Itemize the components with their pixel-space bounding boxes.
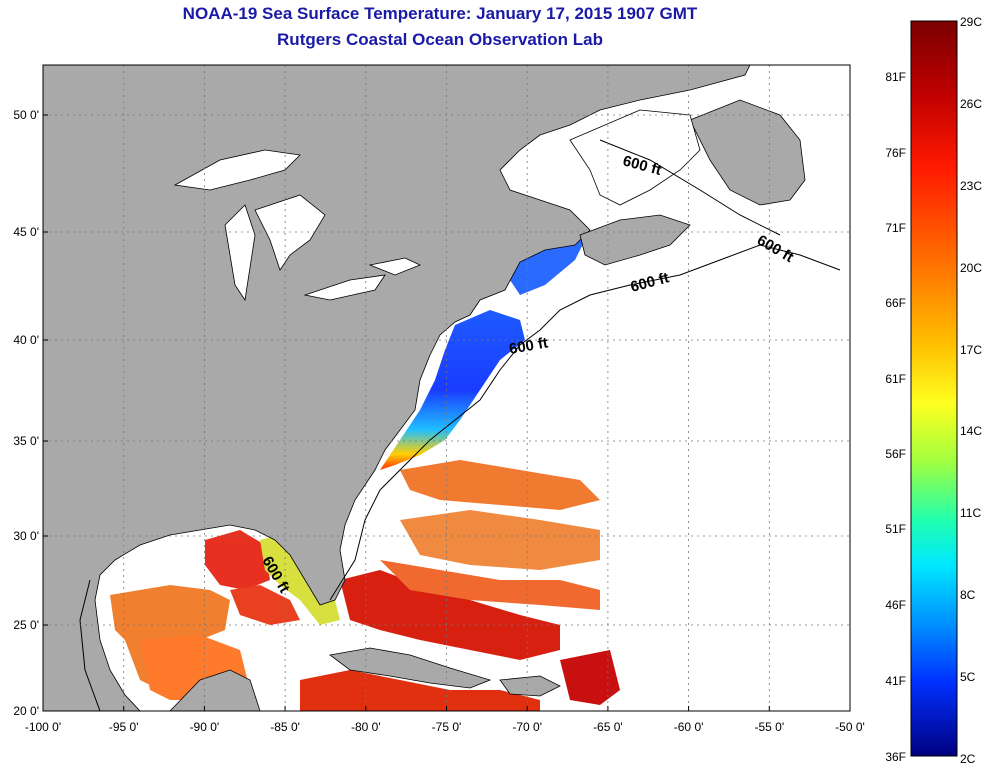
- colorbar-celsius-label: 23C: [960, 179, 982, 193]
- y-tick-label: 35 0': [13, 434, 39, 448]
- colorbar-labels: 29C 26C 23C 20C 17C 14C 11C 8C 5C 2C 81F 76F 71F 66F 6…: [885, 15, 982, 766]
- y-tick-label: 50 0': [13, 108, 39, 122]
- colorbar-celsius-label: 20C: [960, 261, 982, 275]
- y-tick-label: 25 0': [13, 618, 39, 632]
- x-tick-label: -65 0': [593, 720, 623, 734]
- x-tick-label: -90 0': [190, 720, 220, 734]
- x-tick-label: -50 0': [835, 720, 865, 734]
- colorbar-celsius-label: 29C: [960, 15, 982, 29]
- x-tick-label: -100 0': [25, 720, 61, 734]
- x-tick-label: -85 0': [270, 720, 300, 734]
- x-tick-label: -60 0': [674, 720, 704, 734]
- colorbar: [910, 20, 958, 757]
- colorbar-celsius-label: 2C: [960, 752, 976, 766]
- y-tick-label: 40 0': [13, 333, 39, 347]
- colorbar-fahrenheit-label: 41F: [885, 674, 906, 688]
- colorbar-fahrenheit-label: 76F: [885, 146, 906, 160]
- colorbar-celsius-label: 17C: [960, 343, 982, 357]
- x-tick-label: -75 0': [432, 720, 462, 734]
- colorbar-fahrenheit-label: 61F: [885, 372, 906, 386]
- colorbar-fahrenheit-label: 36F: [885, 750, 906, 764]
- colorbar-fahrenheit-label: 46F: [885, 598, 906, 612]
- map-subtitle: Rutgers Coastal Ocean Observation Lab: [277, 30, 603, 49]
- colorbar-fahrenheit-label: 71F: [885, 221, 906, 235]
- colorbar-celsius-label: 8C: [960, 588, 976, 602]
- y-tick-label: 20 0': [13, 704, 39, 718]
- x-tick-label: -80 0': [351, 720, 381, 734]
- colorbar-fahrenheit-label: 81F: [885, 70, 906, 84]
- colorbar-celsius-label: 11C: [960, 506, 981, 520]
- x-tick-label: -55 0': [754, 720, 784, 734]
- colorbar-celsius-label: 26C: [960, 97, 982, 111]
- grid-lines: [43, 65, 850, 711]
- y-tick-label: 30 0': [13, 529, 39, 543]
- colorbar-fahrenheit-label: 51F: [885, 522, 906, 536]
- y-tick-label: 45 0': [13, 225, 39, 239]
- colorbar-fahrenheit-label: 56F: [885, 447, 906, 461]
- map-title: NOAA-19 Sea Surface Temperature: January…: [182, 4, 698, 23]
- x-axis-ticks: -100 0' -95 0' -90 0' -85 0' -80 0' -75 0' -70…: [25, 706, 865, 734]
- contour-label: 600 ft: [508, 334, 550, 358]
- sst-data-layer: [110, 235, 620, 711]
- y-axis-ticks: 50 0' 45 0' 40 0' 35 0' 30 0' 25 0' 20 0': [13, 108, 48, 718]
- colorbar-fahrenheit-label: 66F: [885, 296, 906, 310]
- x-tick-label: -70 0': [512, 720, 542, 734]
- isobath-600ft: [79, 139, 841, 711]
- lakes-layer: [173, 109, 701, 302]
- colorbar-celsius-label: 14C: [960, 424, 982, 438]
- x-tick-label: -95 0': [109, 720, 139, 734]
- colorbar-celsius-label: 5C: [960, 670, 976, 684]
